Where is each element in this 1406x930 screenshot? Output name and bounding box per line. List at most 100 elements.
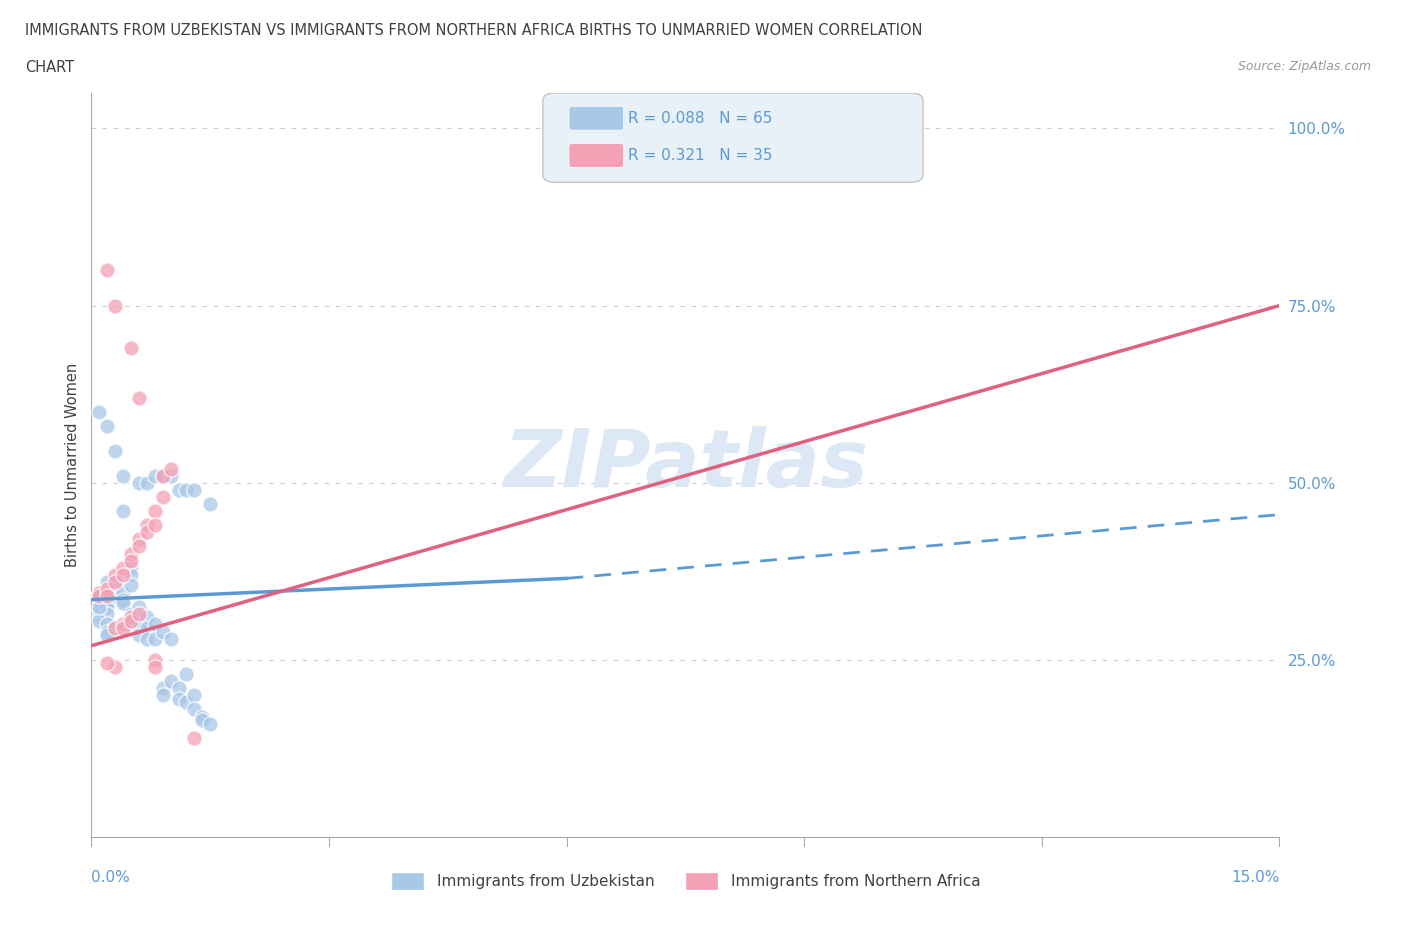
- Point: [96, 596, 118, 611]
- Point: [128, 606, 150, 621]
- FancyBboxPatch shape: [543, 93, 922, 182]
- Point: [143, 631, 166, 646]
- Point: [96, 599, 118, 614]
- Point: [96, 606, 118, 621]
- Point: [112, 567, 135, 582]
- Point: [135, 525, 157, 539]
- Point: [112, 560, 135, 575]
- Point: [89, 589, 111, 604]
- Point: [191, 709, 214, 724]
- Point: [128, 628, 150, 643]
- Point: [96, 581, 118, 596]
- Point: [89, 599, 111, 614]
- Text: IMMIGRANTS FROM UZBEKISTAN VS IMMIGRANTS FROM NORTHERN AFRICA BIRTHS TO UNMARRIE: IMMIGRANTS FROM UZBEKISTAN VS IMMIGRANTS…: [25, 23, 922, 38]
- Text: 15.0%: 15.0%: [1232, 870, 1279, 885]
- Point: [143, 518, 166, 533]
- Point: [167, 483, 190, 498]
- Point: [120, 610, 142, 625]
- Point: [135, 620, 157, 635]
- Point: [104, 620, 127, 635]
- Point: [96, 656, 118, 671]
- Point: [96, 589, 118, 604]
- Point: [104, 575, 127, 590]
- Point: [191, 712, 214, 727]
- Point: [152, 681, 174, 696]
- Point: [89, 614, 111, 629]
- Point: [96, 418, 118, 433]
- Point: [104, 299, 127, 313]
- Text: 0.0%: 0.0%: [91, 870, 131, 885]
- Text: ZIPatlas: ZIPatlas: [503, 426, 868, 504]
- Point: [159, 461, 181, 476]
- Point: [152, 468, 174, 483]
- Point: [143, 504, 166, 519]
- Point: [104, 575, 127, 590]
- Point: [120, 553, 142, 568]
- Point: [96, 624, 118, 639]
- Point: [112, 620, 135, 635]
- Point: [159, 673, 181, 688]
- Point: [96, 628, 118, 643]
- Point: [183, 483, 205, 498]
- Point: [143, 468, 166, 483]
- Point: [200, 716, 222, 731]
- Point: [112, 592, 135, 607]
- Point: [89, 405, 111, 419]
- Point: [96, 585, 118, 600]
- Legend: Immigrants from Uzbekistan, Immigrants from Northern Africa: Immigrants from Uzbekistan, Immigrants f…: [385, 866, 986, 897]
- Point: [135, 631, 157, 646]
- Point: [112, 617, 135, 631]
- Point: [128, 532, 150, 547]
- Text: R = 0.088   N = 65: R = 0.088 N = 65: [628, 111, 773, 126]
- Point: [120, 578, 142, 593]
- Point: [96, 617, 118, 631]
- Point: [152, 468, 174, 483]
- Point: [167, 681, 190, 696]
- Point: [112, 596, 135, 611]
- Point: [104, 659, 127, 674]
- Point: [120, 614, 142, 629]
- FancyBboxPatch shape: [569, 106, 624, 130]
- Point: [120, 606, 142, 621]
- Y-axis label: Births to Unmarried Women: Births to Unmarried Women: [65, 363, 80, 567]
- Point: [135, 518, 157, 533]
- Point: [152, 489, 174, 504]
- Point: [89, 585, 111, 600]
- Point: [135, 610, 157, 625]
- Point: [89, 610, 111, 625]
- Point: [128, 391, 150, 405]
- Point: [159, 631, 181, 646]
- Point: [183, 730, 205, 745]
- Point: [112, 585, 135, 600]
- Point: [183, 688, 205, 703]
- Point: [128, 475, 150, 490]
- Point: [200, 497, 222, 512]
- Point: [104, 444, 127, 458]
- Point: [152, 688, 174, 703]
- Point: [104, 567, 127, 582]
- Point: [96, 592, 118, 607]
- Point: [128, 620, 150, 635]
- Point: [120, 617, 142, 631]
- Point: [120, 340, 142, 355]
- Point: [128, 539, 150, 554]
- Point: [128, 606, 150, 621]
- Point: [104, 620, 127, 635]
- Point: [176, 483, 198, 498]
- Point: [104, 585, 127, 600]
- Point: [96, 262, 118, 277]
- Text: CHART: CHART: [25, 60, 75, 75]
- Point: [159, 468, 181, 483]
- Text: R = 0.321   N = 35: R = 0.321 N = 35: [628, 148, 773, 163]
- Point: [112, 504, 135, 519]
- Point: [120, 546, 142, 561]
- Point: [96, 575, 118, 590]
- Point: [143, 659, 166, 674]
- Point: [143, 617, 166, 631]
- Point: [176, 695, 198, 710]
- Text: Source: ZipAtlas.com: Source: ZipAtlas.com: [1237, 60, 1371, 73]
- Point: [128, 610, 150, 625]
- Point: [183, 702, 205, 717]
- Point: [152, 624, 174, 639]
- Point: [104, 589, 127, 604]
